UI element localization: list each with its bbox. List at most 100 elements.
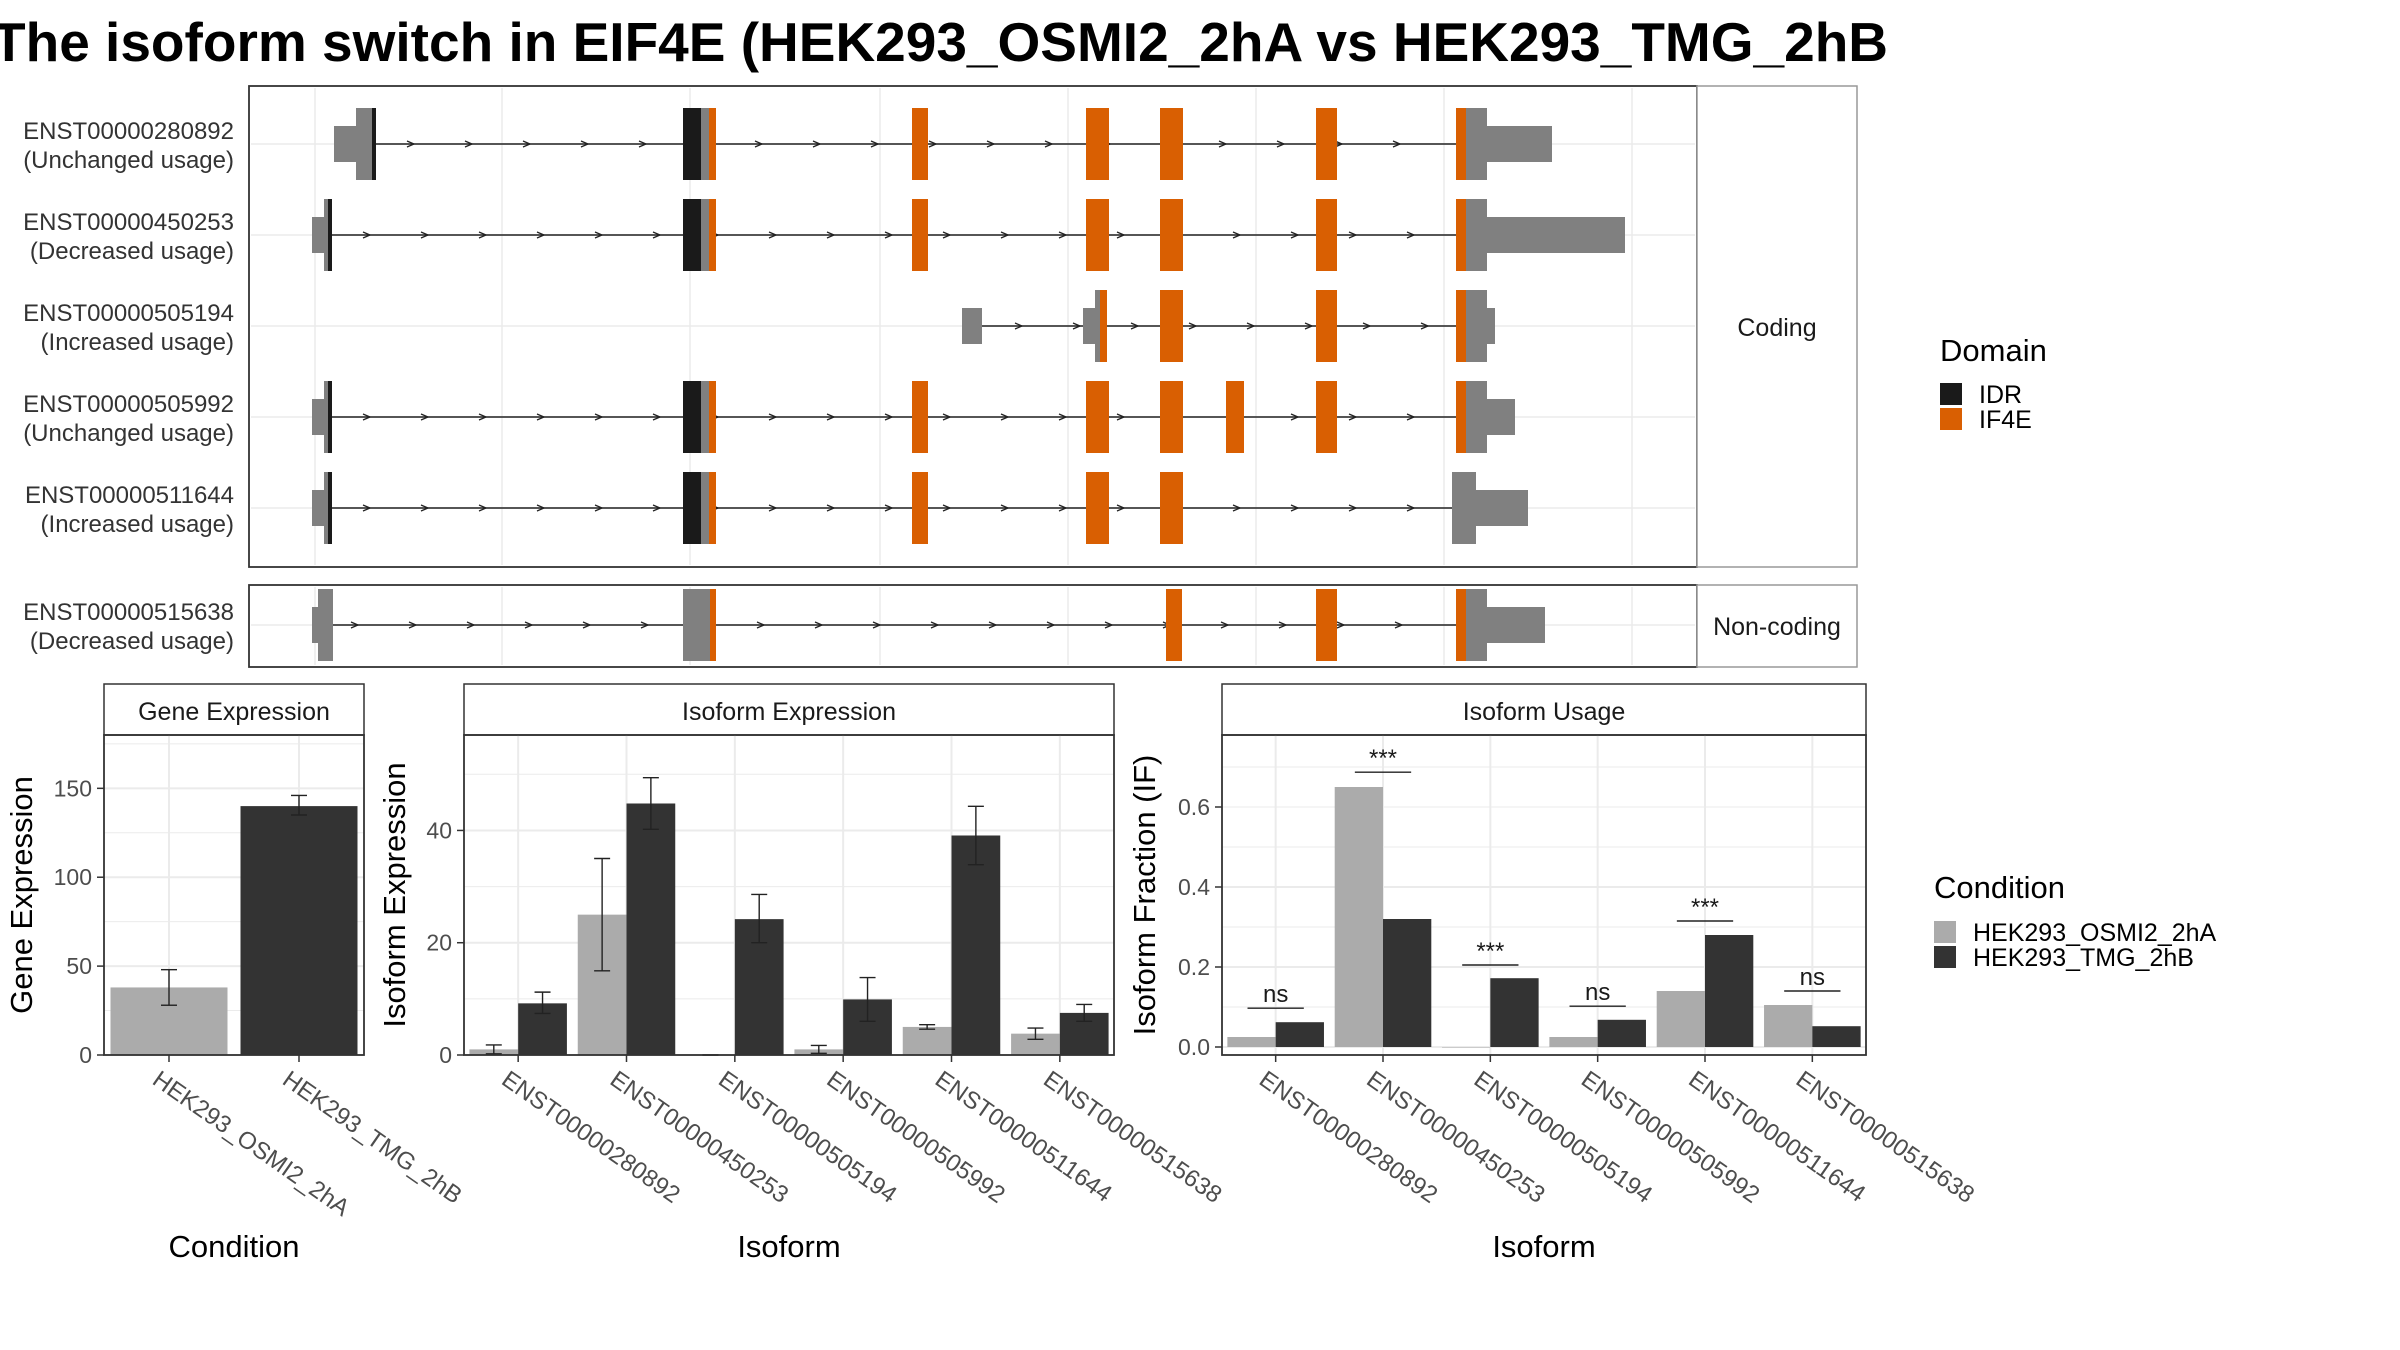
isoform-label-id: ENST00000505992 [23,391,234,418]
exon-idr [683,108,701,180]
exon-utr [312,399,324,435]
intron-arrow [638,140,648,148]
bar [1812,1026,1861,1047]
isoform-label-usage: (Decreased usage) [30,238,234,265]
intron-arrow [872,621,882,629]
y-tick-label: 0.6 [1178,794,1210,820]
exon-utr [962,308,982,344]
isoform-label-usage: (Increased usage) [41,511,234,538]
intron-arrow [536,504,546,512]
intron-arrow [464,140,474,148]
exon-cds [318,589,333,661]
exon-if4e [1160,290,1183,362]
intron-arrow [594,231,604,239]
exon-utr [1083,308,1095,344]
x-axis-title: Isoform [737,1229,840,1264]
transcript-track-ENST00000280892 [334,108,1552,180]
intron-arrow [652,504,662,512]
isoform-label-usage: (Increased usage) [41,329,234,356]
isoform-label-usage: (Unchanged usage) [23,420,234,447]
exon-cds [1466,589,1487,661]
x-tick-label: ENST00000505194 [1469,1066,1657,1209]
intron-arrow [406,140,416,148]
intron-arrow [1348,231,1358,239]
x-tick-label: ENST00000280892 [497,1066,685,1209]
intron-arrow [1290,504,1300,512]
legend-label-idr: IDR [1979,381,2022,409]
intron-arrow [1220,621,1230,629]
intron-arrow [1392,140,1402,148]
intron-arrow [1394,621,1404,629]
intron-arrow [1058,504,1068,512]
x-tick-label: ENST00000515638 [1038,1066,1226,1209]
panel-strip [1221,683,1867,736]
legend-label-cond-b: HEK293_TMG_2hB [1973,944,2194,972]
bar [1334,787,1383,1047]
figure-title: The isoform switch in EIF4E (HEK293_OSMI… [0,11,1889,73]
bar [1705,935,1754,1047]
intron-arrow [1046,621,1056,629]
intron-arrow [652,413,662,421]
y-axis-title: Isoform Expression [377,762,412,1027]
y-tick-label: 150 [54,775,92,801]
intron-arrow [768,231,778,239]
intron-arrow [826,413,836,421]
exon-cds [324,472,328,544]
intron-arrow [1348,413,1358,421]
intron-arrow [870,140,880,148]
intron-arrow [1130,322,1140,330]
intron-arrow [988,621,998,629]
y-tick-label: 40 [426,817,452,843]
isoform-label-usage: (Decreased usage) [30,628,234,655]
intron-arrow [884,504,894,512]
intron-arrow [640,621,650,629]
x-tick-label: ENST00000450253 [1362,1066,1550,1209]
exon-idr [328,199,332,271]
exon-cds [701,108,709,180]
exon-idr [372,108,376,180]
intron-arrow [826,231,836,239]
bar [240,806,358,1055]
exon-if4e [1316,199,1337,271]
intron-arrow [522,140,532,148]
exon-utr [1487,217,1625,253]
isoform-label-id: ENST00000280892 [23,118,234,145]
y-tick-label: 50 [66,953,92,979]
bar [1549,1037,1598,1047]
y-tick-label: 20 [426,930,452,956]
exon-if4e [912,199,928,271]
panel-strip [103,683,365,736]
significance-label: *** [1369,745,1397,772]
legend-label-cond-a: HEK293_OSMI2_2hA [1973,919,2217,947]
exon-idr [683,472,701,544]
intron-arrow [536,231,546,239]
exon-idr [328,472,332,544]
bar [951,835,1001,1055]
x-tick-label: ENST00000505992 [822,1066,1010,1209]
intron-arrow [986,140,996,148]
exon-idr [683,381,701,453]
exon-cds [1466,381,1487,453]
exon-cds [1466,290,1487,362]
intron-arrow [1218,140,1228,148]
panel-title: Gene Expression [138,698,330,726]
isoform-label-id: ENST00000515638 [23,599,234,626]
exon-if4e [912,108,928,180]
isoform-label-id: ENST00000450253 [23,209,234,236]
exon-if4e [1086,472,1109,544]
intron-arrow [580,140,590,148]
intron-arrow [466,621,476,629]
intron-arrow [1334,140,1344,148]
intron-arrow [1044,140,1054,148]
intron-arrow [754,140,764,148]
bar [1011,1033,1060,1055]
exon-utr [1487,399,1515,435]
exon-utr [1476,490,1528,526]
transcript-track-ENST00000505992 [312,381,1515,453]
exon-utr [1487,308,1495,344]
intron-arrow [756,621,766,629]
intron-arrow [408,621,418,629]
y-tick-label: 100 [54,864,92,890]
intron-arrow [420,504,430,512]
